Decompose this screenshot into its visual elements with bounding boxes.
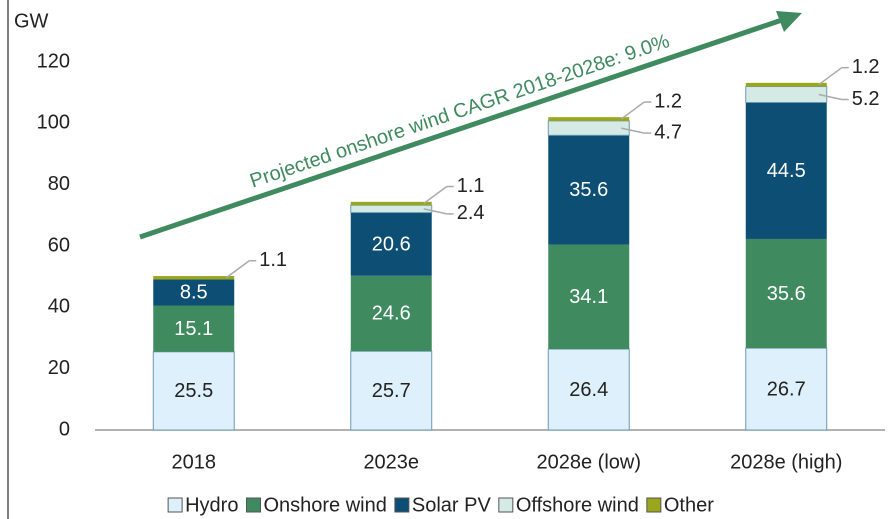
bar-segment bbox=[350, 275, 432, 352]
bar-segment bbox=[350, 212, 432, 276]
bar-segment bbox=[350, 204, 433, 214]
value-label: 1.1 bbox=[259, 249, 287, 271]
leader-line bbox=[423, 208, 447, 215]
y-axis-label: GW bbox=[14, 10, 49, 32]
arrow-head bbox=[776, 11, 802, 32]
legend-label: Other bbox=[664, 494, 714, 516]
y-tick-label: 100 bbox=[37, 112, 70, 134]
bar-segment bbox=[745, 347, 828, 431]
leader-line bbox=[818, 67, 843, 86]
legend-label: Onshore wind bbox=[263, 494, 386, 516]
value-label: 8.5 bbox=[180, 282, 208, 304]
value-label: 1.2 bbox=[654, 90, 682, 112]
legend-swatch bbox=[394, 497, 410, 513]
legend-label: Solar PV bbox=[412, 494, 492, 516]
leader-line bbox=[818, 93, 842, 101]
value-label: 44.5 bbox=[767, 160, 806, 182]
y-tick-label: 20 bbox=[48, 357, 70, 379]
value-label: 25.7 bbox=[372, 380, 411, 402]
value-label: 4.7 bbox=[654, 121, 682, 143]
x-tick-label: 2018 bbox=[172, 451, 217, 473]
y-tick-label: 0 bbox=[59, 418, 70, 440]
value-label: 20.6 bbox=[372, 233, 411, 255]
bar-segment bbox=[548, 135, 630, 245]
bar-segment bbox=[548, 117, 630, 121]
value-label: 1.1 bbox=[457, 175, 485, 197]
value-label: 24.6 bbox=[372, 303, 411, 325]
x-tick-label: 2028e (low) bbox=[536, 451, 641, 473]
value-label: 34.1 bbox=[569, 286, 608, 308]
bar-segment bbox=[745, 82, 827, 87]
x-tick-label: 2023e bbox=[363, 451, 419, 473]
bar-segment bbox=[350, 350, 433, 431]
value-label: 26.7 bbox=[767, 378, 806, 400]
value-label: 5.2 bbox=[852, 88, 880, 110]
legend-label: Offshore wind bbox=[516, 494, 639, 516]
value-label: 26.4 bbox=[569, 379, 608, 401]
legend-swatch bbox=[167, 497, 183, 513]
value-label: 15.1 bbox=[174, 318, 213, 340]
y-tick-label: 60 bbox=[48, 234, 70, 256]
value-label: 2.4 bbox=[457, 202, 485, 224]
legend-label: Hydro bbox=[185, 494, 238, 516]
bar-segment bbox=[547, 348, 630, 431]
trend-arrow bbox=[139, 16, 786, 240]
bar-segment bbox=[745, 86, 828, 103]
bar-segment bbox=[745, 102, 827, 239]
leader-line bbox=[423, 185, 448, 205]
y-tick-label: 80 bbox=[48, 173, 70, 195]
leader-line bbox=[620, 101, 645, 120]
legend-swatch bbox=[646, 497, 662, 513]
value-label: 35.6 bbox=[767, 283, 806, 305]
bar-segment bbox=[153, 276, 235, 280]
x-tick-label: 2028e (high) bbox=[730, 451, 842, 473]
value-label: 25.5 bbox=[174, 380, 213, 402]
value-label: 35.6 bbox=[569, 179, 608, 201]
y-tick-label: 120 bbox=[37, 50, 70, 72]
legend-swatch bbox=[498, 497, 514, 513]
bar-segment bbox=[153, 279, 235, 306]
bar-segment bbox=[745, 238, 827, 349]
bar-segment bbox=[350, 201, 432, 206]
leader-line bbox=[225, 260, 250, 279]
value-label: 1.2 bbox=[852, 56, 880, 78]
bar-segment bbox=[548, 244, 630, 350]
leader-line bbox=[621, 127, 645, 134]
bar-segment bbox=[153, 305, 235, 352]
legend-swatch bbox=[245, 497, 261, 513]
bar-segment bbox=[547, 120, 630, 136]
y-tick-label: 40 bbox=[48, 296, 70, 318]
